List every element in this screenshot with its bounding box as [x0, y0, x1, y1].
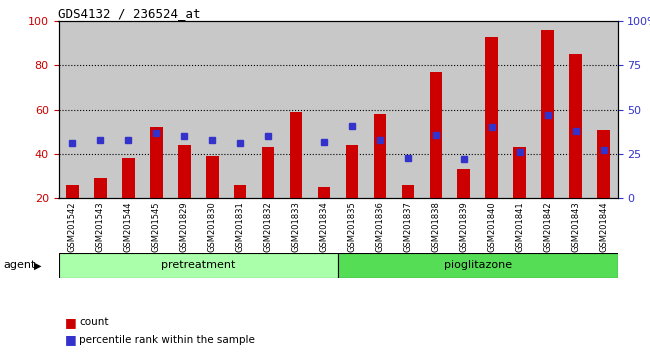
Bar [338, 21, 366, 198]
Bar [122, 159, 135, 198]
Bar [346, 145, 358, 198]
Text: ■: ■ [65, 316, 77, 329]
Text: count: count [79, 317, 109, 327]
Bar [198, 21, 226, 198]
Text: agent: agent [3, 261, 36, 270]
Bar [514, 147, 526, 198]
Bar [94, 178, 107, 198]
Bar [206, 156, 218, 198]
Bar [318, 187, 330, 198]
Bar [430, 72, 442, 198]
Bar [590, 21, 618, 198]
Bar [450, 21, 478, 198]
Bar [66, 185, 79, 198]
Bar [486, 37, 498, 198]
Bar [282, 21, 310, 198]
Bar [254, 21, 282, 198]
Bar [458, 170, 470, 198]
Bar [338, 253, 618, 278]
Bar [422, 21, 450, 198]
Bar [150, 127, 162, 198]
Bar [178, 145, 190, 198]
Bar [506, 21, 534, 198]
Bar [562, 21, 590, 198]
Bar [262, 147, 274, 198]
Bar [290, 112, 302, 198]
Bar [170, 21, 198, 198]
Text: GDS4132 / 236524_at: GDS4132 / 236524_at [58, 7, 201, 20]
Bar [226, 21, 254, 198]
Bar [541, 30, 554, 198]
Bar [374, 114, 386, 198]
Text: percentile rank within the sample: percentile rank within the sample [79, 335, 255, 345]
Bar [597, 130, 610, 198]
Bar [534, 21, 562, 198]
Bar [394, 21, 422, 198]
Bar [366, 21, 394, 198]
Text: ■: ■ [65, 333, 77, 346]
Bar [569, 55, 582, 198]
Bar [114, 21, 142, 198]
Bar [142, 21, 170, 198]
Text: pretreatment: pretreatment [161, 261, 235, 270]
Bar [234, 185, 246, 198]
Bar [58, 21, 86, 198]
Bar [402, 185, 414, 198]
Bar [478, 21, 506, 198]
Text: pioglitazone: pioglitazone [444, 261, 512, 270]
Bar [86, 21, 114, 198]
Bar [58, 253, 338, 278]
Bar [310, 21, 338, 198]
Text: ▶: ▶ [34, 261, 42, 270]
